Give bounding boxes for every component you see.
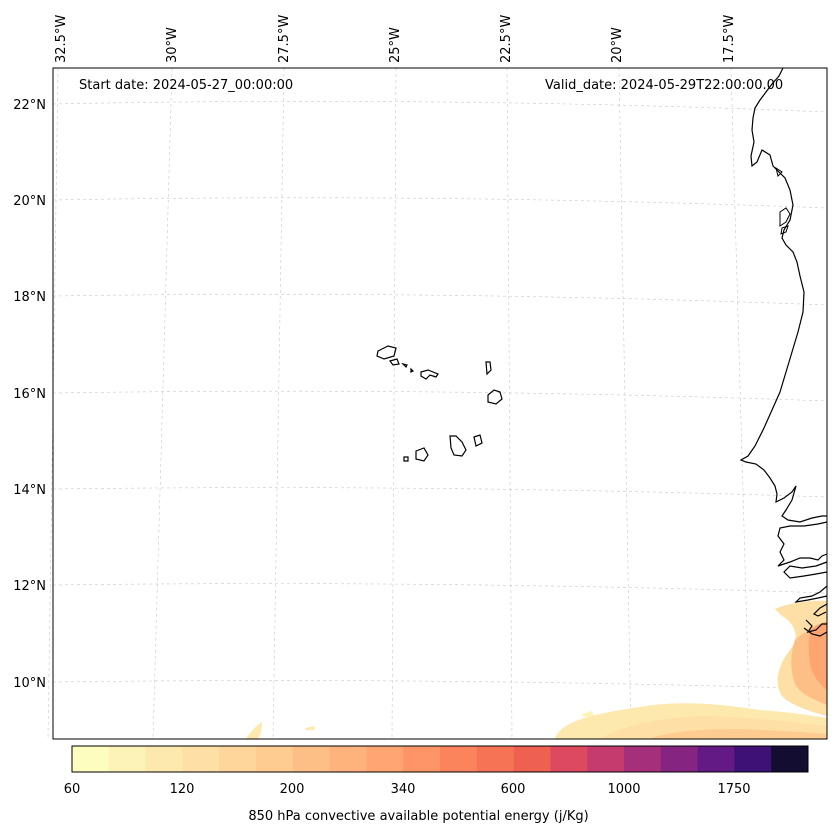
colorbar-cell bbox=[660, 746, 699, 772]
colorbar-tick: 200 bbox=[279, 782, 305, 797]
lat-label-10n: 10°N bbox=[13, 676, 46, 691]
colorbar-tick: 1750 bbox=[717, 782, 751, 797]
colorbar-tick: 1000 bbox=[607, 782, 641, 797]
colorbar-tick: 600 bbox=[500, 782, 526, 797]
colorbar-cell bbox=[182, 746, 220, 772]
colorbar-tick: 120 bbox=[169, 782, 195, 797]
lon-label-17-5w: 17.5°W bbox=[722, 14, 737, 63]
map-border bbox=[52, 67, 828, 740]
colorbar-cell bbox=[219, 746, 257, 772]
lon-label-27-5w: 27.5°W bbox=[277, 14, 292, 63]
cape-shading bbox=[246, 600, 827, 739]
start-date-label: Start date: 2024-05-27_00:00:00 bbox=[79, 78, 294, 93]
gridlines bbox=[47, 67, 828, 740]
coastline bbox=[794, 585, 828, 603]
coastline bbox=[783, 561, 828, 579]
lon-label-25w: 25°W bbox=[388, 27, 403, 63]
lat-label-22n: 22°N bbox=[13, 98, 46, 113]
colorbar-tick: 60 bbox=[63, 782, 81, 797]
colorbar-cell bbox=[550, 746, 588, 772]
colorbar-cell bbox=[697, 746, 735, 772]
colorbar-cell bbox=[513, 746, 551, 772]
colorbar-cell bbox=[403, 746, 441, 772]
lon-label-20w: 20°W bbox=[610, 27, 625, 63]
colorbar bbox=[72, 746, 809, 772]
colorbar-border bbox=[71, 745, 809, 773]
coastline bbox=[812, 603, 828, 617]
colorbar-cell bbox=[624, 746, 662, 772]
coastline bbox=[803, 619, 828, 637]
colorbar-tick: 340 bbox=[390, 782, 416, 797]
lon-label-30w: 30°W bbox=[165, 27, 180, 63]
colorbar-label: 850 hPa convective available potential e… bbox=[248, 809, 589, 824]
valid-date-label: Valid_date: 2024-05-29T22:00:00.00 bbox=[545, 78, 784, 93]
colorbar-cell bbox=[366, 746, 404, 772]
colorbar-cell bbox=[771, 746, 809, 772]
lon-label-22-5w: 22.5°W bbox=[499, 14, 514, 63]
colorbar-cell bbox=[329, 746, 367, 772]
colorbar-cell bbox=[476, 746, 515, 772]
colorbar-cell bbox=[292, 746, 331, 772]
colorbar-cell bbox=[587, 746, 625, 772]
map-frame bbox=[53, 68, 827, 739]
colorbar-cell bbox=[145, 746, 183, 772]
colorbar-cell bbox=[256, 746, 294, 772]
colorbar-cell bbox=[440, 746, 478, 772]
lat-label-20n: 20°N bbox=[13, 194, 46, 209]
coastline bbox=[739, 67, 827, 523]
lat-label-12n: 12°N bbox=[13, 579, 46, 594]
colorbar-cell bbox=[72, 746, 110, 772]
cape-verde-islands bbox=[376, 345, 503, 462]
lat-label-14n: 14°N bbox=[13, 483, 46, 498]
coastline bbox=[775, 166, 791, 235]
lat-label-16n: 16°N bbox=[13, 387, 46, 402]
coastline bbox=[777, 521, 828, 567]
lon-label-32-5w: 32.5°W bbox=[54, 14, 69, 63]
lat-label-18n: 18°N bbox=[13, 290, 46, 305]
colorbar-cell bbox=[108, 746, 147, 772]
colorbar-cell bbox=[734, 746, 772, 772]
